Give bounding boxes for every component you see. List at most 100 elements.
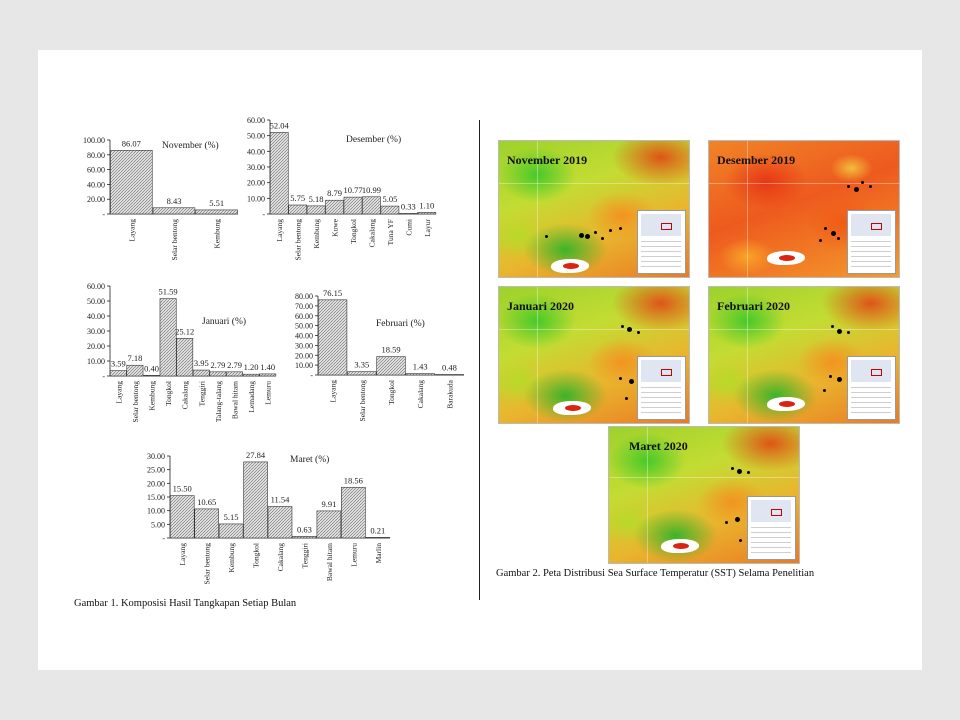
y-tick-label: 20.00 xyxy=(87,342,105,351)
figure2-caption: Gambar 2. Peta Distribusi Sea Surface Te… xyxy=(496,568,815,579)
chart-title: Januari (%) xyxy=(202,316,246,327)
bar-value-label: 27.84 xyxy=(246,450,266,460)
category-label: Tenggiri xyxy=(197,381,206,406)
bar xyxy=(306,205,326,215)
bar xyxy=(347,371,377,376)
y-tick-label: - xyxy=(262,210,265,219)
chart-maret: - 5.00 10.00 15.00 20.00 25.00 30.00 15.50 Layan… xyxy=(147,450,391,585)
chart-januari: - 10.00 20.00 30.00 40.00 50.00 60.00 3.59 Layan… xyxy=(87,282,277,422)
y-tick-label: 20.00 xyxy=(147,479,165,488)
bar-value-label: 3.95 xyxy=(194,358,209,368)
category-label: Layang xyxy=(127,219,136,242)
sst-map-desember: Desember 2019 xyxy=(708,140,900,278)
bar-value-label: 1.40 xyxy=(260,362,275,372)
bar-value-label: 8.79 xyxy=(327,188,342,198)
y-tick-label: 15.00 xyxy=(147,493,165,502)
category-label: Barakuda xyxy=(445,379,454,408)
island-shape xyxy=(767,397,805,411)
bar xyxy=(405,373,435,376)
bar-value-label: 10.99 xyxy=(362,185,381,195)
chart-title: Desember (%) xyxy=(346,134,401,145)
chart-title: November (%) xyxy=(162,140,219,151)
category-label: Tongkol xyxy=(387,380,396,405)
y-tick-label: 60.00 xyxy=(87,166,105,175)
bar-value-label: 51.59 xyxy=(159,287,178,297)
y-tick-label: 60.00 xyxy=(87,282,105,291)
category-label: Cakalang xyxy=(276,543,285,572)
bar xyxy=(159,298,177,377)
bar xyxy=(226,371,243,377)
map-legend xyxy=(847,356,896,420)
bar xyxy=(194,508,219,539)
island-shape xyxy=(661,539,699,553)
sst-map-november: November 2019 xyxy=(498,140,690,278)
y-tick-label: 10.00 xyxy=(247,194,265,203)
category-label: Tuna YF xyxy=(386,219,395,245)
sst-map-januari: Januari 2020 xyxy=(498,286,690,424)
bar xyxy=(110,150,153,215)
y-tick-label: 60.00 xyxy=(247,116,265,125)
bar-value-label: 76.15 xyxy=(323,288,342,298)
bar xyxy=(152,207,196,215)
category-label: Selar bentong xyxy=(203,543,212,585)
category-label: Selar bentong xyxy=(170,219,179,261)
y-tick-label: 10.00 xyxy=(147,507,165,516)
map-title: Maret 2020 xyxy=(629,439,688,453)
bar-value-label: 2.79 xyxy=(227,360,242,370)
map-legend xyxy=(747,496,796,560)
bar-value-label: 5.75 xyxy=(290,193,305,203)
bar xyxy=(317,299,348,376)
category-label: Cakalang xyxy=(416,380,425,409)
category-label: Tenggiri xyxy=(300,543,309,568)
y-tick-label: 40.00 xyxy=(247,147,265,156)
bar xyxy=(417,211,437,215)
bar-value-label: 10.65 xyxy=(197,497,216,507)
bar-value-label: 0.48 xyxy=(442,363,457,373)
bar xyxy=(176,338,194,377)
y-tick-label: 30.00 xyxy=(295,341,313,350)
bar-value-label: 0.63 xyxy=(297,524,312,534)
y-tick-label: 20.00 xyxy=(87,195,105,204)
y-tick-label: 10.00 xyxy=(87,357,105,366)
y-tick-label: 50.00 xyxy=(295,322,313,331)
bar-value-label: 7.18 xyxy=(127,353,142,363)
bar-value-label: 10.77 xyxy=(343,185,362,195)
island-shape xyxy=(551,259,589,273)
bar xyxy=(325,199,344,215)
y-tick-label: - xyxy=(310,371,313,380)
category-label: Cumi xyxy=(404,219,413,236)
y-tick-label: 30.00 xyxy=(87,327,105,336)
bar xyxy=(243,461,268,539)
category-label: Layang xyxy=(329,380,338,403)
category-label: Kembung xyxy=(213,219,222,249)
map-title: Februari 2020 xyxy=(717,299,790,313)
y-tick-label: 60.00 xyxy=(295,312,313,321)
category-label: Cakalang xyxy=(181,381,190,410)
bar xyxy=(365,537,391,539)
category-label: Talang-talang xyxy=(214,381,223,422)
bar-value-label: 3.59 xyxy=(111,359,126,369)
bar xyxy=(267,506,293,539)
bar-value-label: 2.79 xyxy=(210,360,225,370)
map-title: Januari 2020 xyxy=(507,299,575,313)
y-tick-label: 30.00 xyxy=(247,163,265,172)
category-label: Tongkol xyxy=(349,219,358,244)
y-tick-label: 80.00 xyxy=(87,151,105,160)
bar-value-label: 3.35 xyxy=(354,360,369,370)
y-tick-label: 40.00 xyxy=(87,312,105,321)
bar-value-label: 0.40 xyxy=(144,363,159,373)
bar-value-label: 8.43 xyxy=(167,196,182,206)
bar-value-label: 86.07 xyxy=(122,138,141,148)
chart-februari: -10.0020.0030.0040.0050.0060.0070.0080.0… xyxy=(295,288,465,422)
sst-map-maret: Maret 2020 xyxy=(608,426,800,564)
chart-title: Maret (%) xyxy=(290,454,329,465)
bar-value-label: 1.20 xyxy=(244,362,259,372)
bar xyxy=(192,369,210,377)
island-shape xyxy=(767,251,805,265)
category-label: Kembung xyxy=(227,543,236,573)
bar-value-label: 5.05 xyxy=(382,194,397,204)
map-title: November 2019 xyxy=(507,153,588,167)
category-label: Selar bentong xyxy=(358,380,367,422)
bar-value-label: 52.04 xyxy=(270,120,290,130)
map-legend xyxy=(637,356,686,420)
